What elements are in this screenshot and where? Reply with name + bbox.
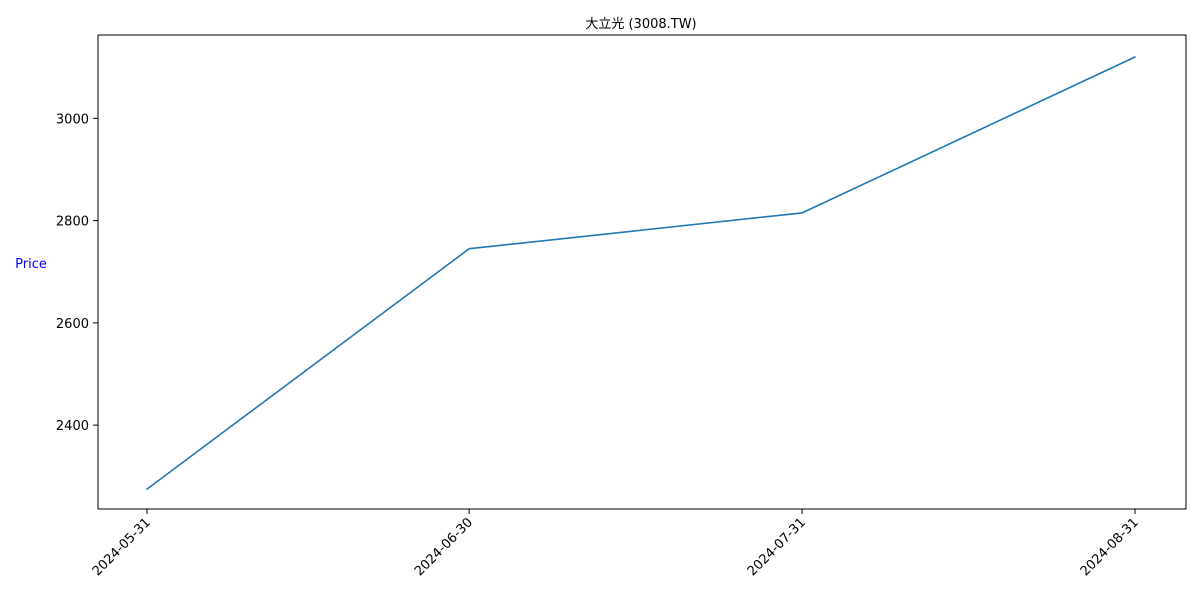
series-layer: [146, 56, 1136, 490]
price-series-line: [146, 56, 1136, 490]
y-tick-label: 2600: [56, 317, 89, 332]
plot-area-frame: [97, 34, 1187, 510]
x-axis-ticks: 2024-05-31 2024-06-30 2024-07-31 2024-08-31: [90, 509, 1142, 579]
x-tick-label: 2024-08-31: [1078, 515, 1142, 579]
x-tick-label: 2024-06-30: [412, 515, 476, 579]
y-axis-ticks: 2400 2600 2800 3000: [56, 112, 98, 434]
x-tick-label: 2024-05-31: [90, 515, 154, 579]
y-tick-label: 2800: [56, 215, 89, 230]
y-tick-label: 2400: [56, 419, 89, 434]
y-axis-label: Price: [15, 257, 47, 272]
x-tick-label: 2024-07-31: [745, 515, 809, 579]
chart-title: 大立光 (3008.TW): [585, 17, 696, 32]
y-tick-label: 3000: [56, 112, 89, 127]
